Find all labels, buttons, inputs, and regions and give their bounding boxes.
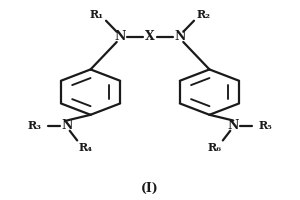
- Text: R₁: R₁: [90, 9, 104, 20]
- Text: (I): (I): [141, 182, 159, 195]
- Text: R₃: R₃: [28, 120, 41, 131]
- Text: R₅: R₅: [259, 120, 272, 131]
- Text: N: N: [61, 119, 73, 132]
- Text: N: N: [115, 30, 126, 43]
- Text: R₄: R₄: [79, 142, 93, 153]
- Text: R₂: R₂: [196, 9, 210, 20]
- Text: N: N: [227, 119, 239, 132]
- Text: R₆: R₆: [207, 142, 221, 153]
- Text: N: N: [174, 30, 185, 43]
- Text: X: X: [145, 30, 155, 43]
